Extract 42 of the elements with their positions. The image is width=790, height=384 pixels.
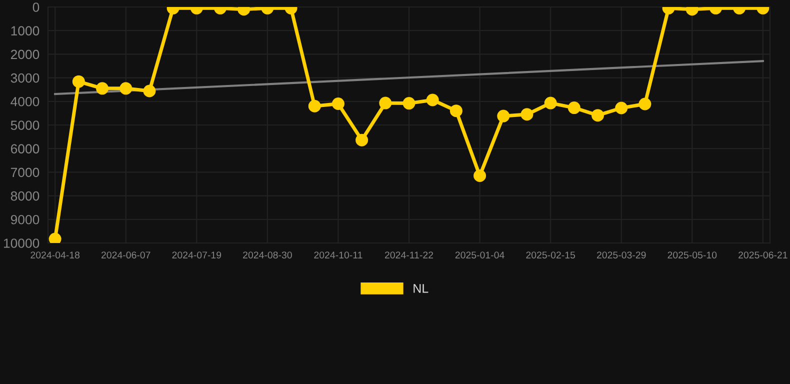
point xyxy=(450,104,462,118)
point xyxy=(592,109,604,122)
x-tick-label: 2025-01-04 xyxy=(455,252,504,258)
point xyxy=(497,110,510,122)
y-tick-label: 0 xyxy=(32,2,40,12)
x-tick-label: 2024-06-07 xyxy=(101,252,150,258)
y-tick-label: 1000 xyxy=(11,26,40,36)
point xyxy=(544,96,557,110)
x-tick-label: 2024-07-19 xyxy=(172,252,222,258)
point xyxy=(308,100,321,112)
point xyxy=(568,102,580,114)
y-tick-label: 6000 xyxy=(10,144,40,154)
point xyxy=(356,134,368,146)
x-tick-label: 2024-08-30 xyxy=(243,252,292,258)
x-tick-label: 2025-03-29 xyxy=(596,252,646,258)
point xyxy=(120,82,132,95)
x-tick-label: 2024-11-22 xyxy=(384,252,434,258)
y-tick-label: 3000 xyxy=(10,73,40,83)
x-tick-label: 2025-06-21 xyxy=(738,252,788,258)
point xyxy=(402,97,416,110)
point xyxy=(143,84,156,98)
point xyxy=(332,98,344,110)
point xyxy=(379,96,392,110)
y-tick-label: 10000 xyxy=(4,238,40,248)
legend-label: NL xyxy=(414,284,428,293)
point xyxy=(638,98,652,110)
point xyxy=(426,94,439,106)
point xyxy=(520,108,534,121)
point xyxy=(96,82,109,95)
y-tick-label: 9000 xyxy=(10,214,40,224)
point xyxy=(615,102,628,114)
x-tick-label: 2025-05-10 xyxy=(668,252,717,258)
point xyxy=(72,75,85,88)
y-tick-label: 5000 xyxy=(10,120,40,130)
y-tick-label: 2000 xyxy=(10,50,40,60)
x-tick-label: 2024-10-11 xyxy=(314,252,362,258)
y-tick-label: 8000 xyxy=(10,191,40,201)
y-tick-label: 7000 xyxy=(10,168,40,178)
x-tick-label: 2024-04-18 xyxy=(30,252,80,258)
y-tick-label: 4000 xyxy=(10,96,40,106)
x-tick-label: 2025-02-15 xyxy=(526,252,576,258)
point xyxy=(474,169,486,182)
